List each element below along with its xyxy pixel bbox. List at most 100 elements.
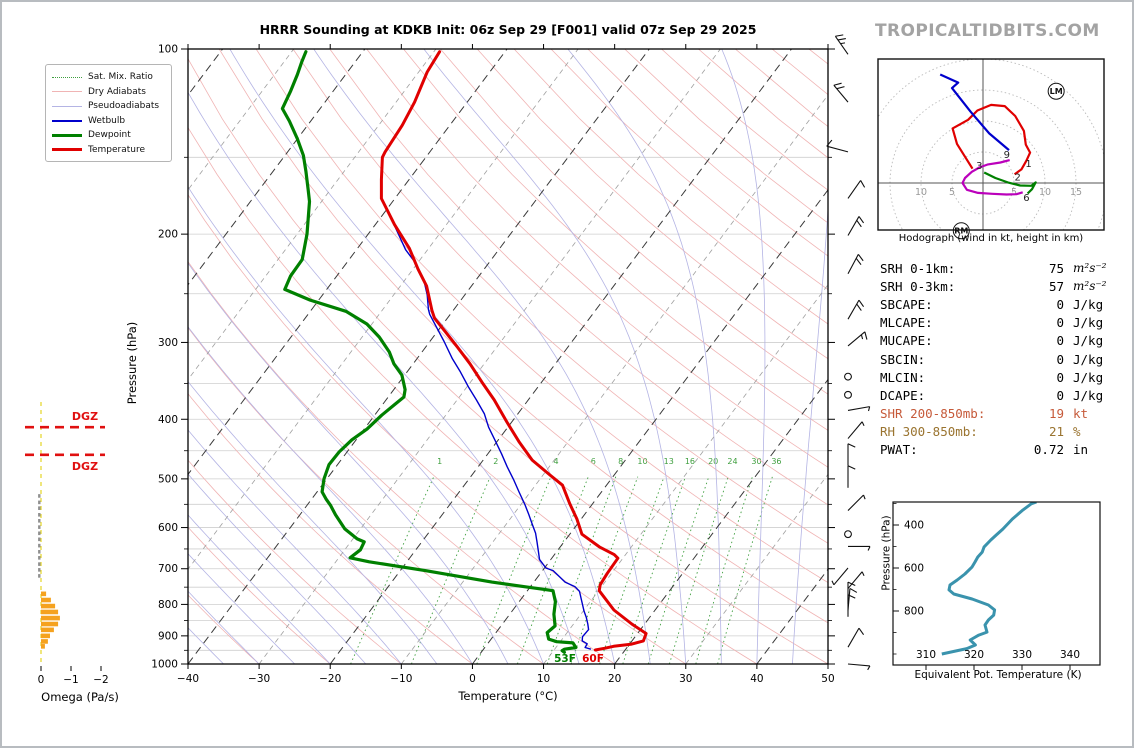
svg-text:340: 340: [1060, 649, 1080, 661]
skewt-legend: Sat. Mix. Ratio Dry Adiabats Pseudoadiabat…: [45, 64, 172, 162]
svg-text:16: 16: [685, 457, 695, 466]
svg-text:24: 24: [727, 457, 737, 466]
index-unit: J/kg: [1073, 315, 1104, 331]
svg-text:0: 0: [469, 673, 476, 685]
index-label: PWAT:: [880, 442, 918, 458]
index-row-sbcin-: SBCIN: 0 J/kg: [880, 350, 1125, 368]
legend-item-3: Wetbulb: [52, 114, 165, 129]
legend-line-sample: [52, 91, 82, 93]
index-value: 57: [1048, 278, 1064, 294]
index-row-shr-200-850mb-: SHR 200-850mb: 19 kt: [880, 405, 1125, 423]
svg-text:1: 1: [1025, 159, 1031, 170]
svg-text:36: 36: [771, 457, 781, 466]
svg-text:310: 310: [916, 649, 936, 661]
index-unit: J/kg: [1073, 296, 1104, 312]
index-row-mlcin-: MLCIN: 0 J/kg: [880, 368, 1125, 386]
index-label: MUCAPE:: [880, 333, 933, 349]
thetae-panel: 400 600 800 310 320 330 340: [892, 501, 1101, 670]
index-value: 0: [1056, 369, 1064, 385]
index-unit: J/kg: [1073, 387, 1104, 403]
index-unit: %: [1073, 424, 1081, 440]
index-unit: m²s⁻²: [1073, 279, 1107, 294]
index-value: 0: [1056, 315, 1064, 331]
svg-text:800: 800: [904, 606, 924, 618]
index-value: 19: [1048, 406, 1064, 422]
legend-item-label: Wetbulb: [88, 115, 126, 126]
skewt-background: 1 2 4 6 8 10 13 16 20 24 30 36: [188, 49, 828, 664]
svg-text:5: 5: [949, 187, 955, 198]
svg-text:6: 6: [1023, 193, 1029, 204]
index-label: MLCAPE:: [880, 315, 933, 331]
index-value: 0.72: [1033, 442, 1064, 458]
index-row-sbcape-: SBCAPE: 0 J/kg: [880, 295, 1125, 313]
hodograph-caption: Hodograph (wind in kt, height in km): [898, 233, 1084, 244]
index-value: 21: [1048, 424, 1064, 440]
page-title: HRRR Sounding at KDKB Init: 06z Sep 29 […: [259, 22, 757, 37]
svg-text:2: 2: [493, 457, 498, 466]
thetae-xaxis-title: Equivalent Pot. Temperature (K): [914, 669, 1082, 681]
svg-text:20: 20: [708, 457, 718, 466]
index-label: SRH 0-1km:: [880, 260, 956, 276]
sounding-curves: [280, 50, 648, 654]
svg-text:10: 10: [537, 673, 550, 685]
legend-line-sample: [52, 76, 82, 78]
svg-text:5: 5: [1011, 187, 1017, 198]
index-unit: in: [1073, 442, 1089, 458]
svg-text:10: 10: [915, 187, 927, 198]
svg-text:10: 10: [637, 457, 647, 466]
svg-text:2: 2: [1015, 172, 1021, 183]
svg-text:−20: −20: [319, 673, 341, 685]
omega-panel: DGZ DGZ 0 −1 −2: [25, 402, 109, 686]
legend-item-label: Sat. Mix. Ratio: [88, 72, 153, 83]
legend-line-sample: [52, 148, 82, 152]
index-value: 0: [1056, 351, 1064, 367]
svg-text:30: 30: [751, 457, 761, 466]
svg-text:330: 330: [1012, 649, 1032, 661]
index-row-srh-0-3km-: SRH 0-3km: 57 m²s⁻²: [880, 277, 1125, 295]
hodograph-panel: 10 5 5 10 15 12 3 6 9 LM RM: [877, 58, 1105, 240]
svg-text:300: 300: [158, 337, 178, 349]
svg-text:−40: −40: [177, 673, 199, 685]
index-row-mlcape-: MLCAPE: 0 J/kg: [880, 314, 1125, 332]
dewpoint-curve: [280, 50, 578, 654]
svg-text:20: 20: [608, 673, 621, 685]
svg-text:400: 400: [904, 520, 924, 532]
indices-panel: SRH 0-1km: 75 m²s⁻² SRH 0-3km: 57 m²s⁻² SBCAPE…: [880, 259, 1125, 459]
svg-text:−2: −2: [93, 674, 108, 686]
index-label: SBCAPE:: [880, 296, 933, 312]
svg-text:700: 700: [158, 563, 178, 575]
legend-item-label: Dry Adiabats: [88, 86, 146, 97]
svg-text:200: 200: [158, 229, 178, 241]
svg-text:0: 0: [38, 674, 45, 686]
svg-text:3: 3: [976, 161, 982, 172]
svg-text:−1: −1: [63, 674, 78, 686]
index-label: SBCIN:: [880, 351, 926, 367]
legend-item-label: Temperature: [88, 144, 146, 155]
legend-item-label: Pseudoadiabats: [88, 101, 160, 112]
index-unit: J/kg: [1073, 369, 1104, 385]
thetae-yaxis-title: Pressure (hPa): [880, 515, 893, 591]
index-label: RH 300-850mb:: [880, 424, 978, 440]
legend-item-label: Dewpoint: [88, 130, 131, 141]
svg-text:40: 40: [750, 673, 763, 685]
legend-item-1: Dry Adiabats: [52, 85, 165, 100]
svg-text:6: 6: [591, 457, 596, 466]
index-unit: kt: [1073, 406, 1089, 422]
index-row-rh-300-850mb-: RH 300-850mb: 21%: [880, 423, 1125, 441]
index-unit: m²s⁻²: [1073, 261, 1107, 276]
skewt-yaxis-title: Pressure (hPa): [125, 321, 139, 405]
svg-text:320: 320: [964, 649, 984, 661]
legend-line-sample: [52, 133, 82, 137]
index-row-pwat-: PWAT: 0.72 in: [880, 441, 1125, 459]
index-value: 75: [1048, 260, 1064, 276]
svg-text:RM: RM: [954, 227, 968, 236]
index-row-mucape-: MUCAPE: 0 J/kg: [880, 332, 1125, 350]
svg-text:10: 10: [1039, 187, 1051, 198]
skewt-xaxis-title: Temperature (°C): [458, 689, 558, 703]
svg-text:−30: −30: [248, 673, 270, 685]
legend-item-5: Temperature: [52, 143, 165, 158]
legend-item-2: Pseudoadiabats: [52, 99, 165, 114]
skewt-axes: −40 −30 −20 −10 0 10 20 30 40 50 100 200 300 400 500 60…: [151, 44, 835, 685]
svg-text:500: 500: [158, 473, 178, 485]
